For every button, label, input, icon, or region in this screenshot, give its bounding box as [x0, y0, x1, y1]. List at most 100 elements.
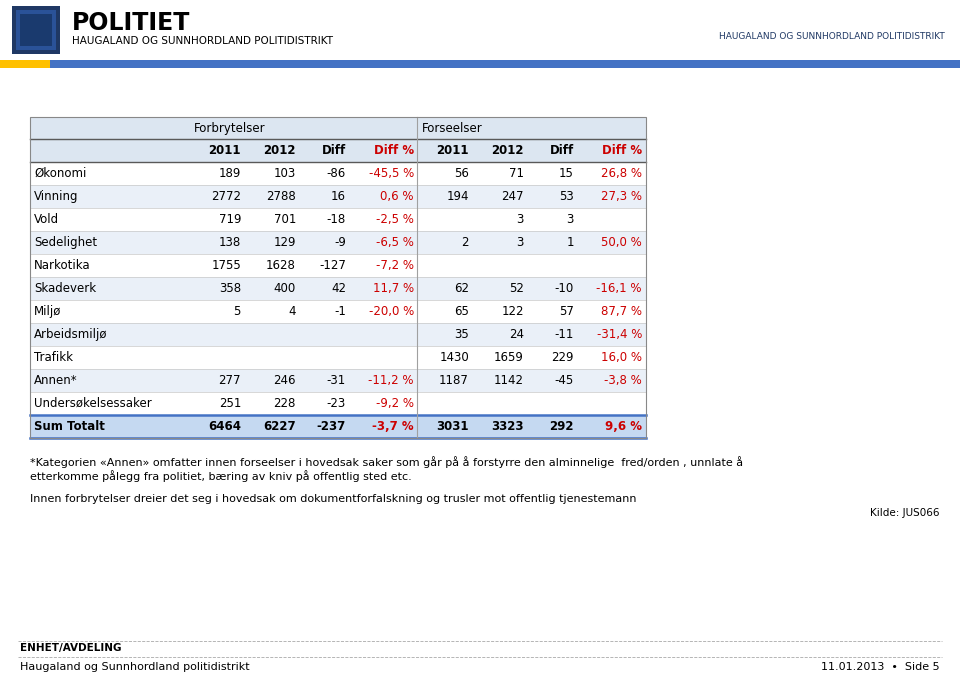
- Text: -11,2 %: -11,2 %: [369, 374, 414, 387]
- Text: 3: 3: [516, 236, 524, 249]
- Text: HAUGALAND OG SUNNHORDLAND POLITIDISTRIKT: HAUGALAND OG SUNNHORDLAND POLITIDISTRIKT: [72, 36, 333, 46]
- Bar: [30, 208, 646, 231]
- Text: Vinning: Vinning: [34, 190, 79, 203]
- Text: Sedelighet: Sedelighet: [34, 236, 97, 249]
- Text: Arbeidsmiljø: Arbeidsmiljø: [34, 328, 108, 341]
- Text: 11,7 %: 11,7 %: [372, 282, 414, 295]
- Bar: [30, 277, 646, 300]
- Text: 103: 103: [274, 167, 296, 180]
- Text: 1659: 1659: [494, 351, 524, 364]
- Text: *Kategorien «Annen» omfatter innen forseelser i hovedsak saker som går på å fors: *Kategorien «Annen» omfatter innen forse…: [30, 456, 743, 468]
- Text: Trafikk: Trafikk: [34, 351, 73, 364]
- Text: 719: 719: [219, 213, 241, 226]
- Text: 277: 277: [219, 374, 241, 387]
- Bar: [30, 392, 646, 415]
- Bar: [30, 415, 646, 438]
- Text: -127: -127: [319, 259, 346, 272]
- Text: 251: 251: [219, 397, 241, 410]
- Text: -10: -10: [555, 282, 574, 295]
- Text: 1430: 1430: [440, 351, 469, 364]
- Text: -86: -86: [326, 167, 346, 180]
- Text: -23: -23: [326, 397, 346, 410]
- Bar: [0, 0, 960, 61]
- Text: 2: 2: [462, 236, 469, 249]
- Text: 2012: 2012: [263, 144, 296, 157]
- Text: 62: 62: [454, 282, 469, 295]
- Text: 27,3 %: 27,3 %: [601, 190, 642, 203]
- Text: 3031: 3031: [437, 420, 469, 433]
- Text: 1628: 1628: [266, 259, 296, 272]
- Text: 1187: 1187: [439, 374, 469, 387]
- Text: -9,2 %: -9,2 %: [376, 397, 414, 410]
- Text: 247: 247: [501, 190, 524, 203]
- Bar: [30, 185, 646, 208]
- Text: Kilde: JUS066: Kilde: JUS066: [871, 508, 940, 518]
- Text: 5: 5: [233, 305, 241, 318]
- Bar: [16, 10, 56, 50]
- Text: Haugaland og Sunnhordland politidistrikt: Haugaland og Sunnhordland politidistrikt: [20, 662, 250, 672]
- Text: 701: 701: [274, 213, 296, 226]
- Bar: [30, 346, 646, 369]
- Text: 4: 4: [289, 305, 296, 318]
- Text: Skadeverk: Skadeverk: [34, 282, 96, 295]
- Bar: [30, 162, 646, 185]
- Text: 0,6 %: 0,6 %: [380, 190, 414, 203]
- Bar: [20, 14, 52, 46]
- Text: 26,8 %: 26,8 %: [601, 167, 642, 180]
- Text: -3,8 %: -3,8 %: [604, 374, 642, 387]
- Text: POLITIET: POLITIET: [72, 11, 190, 35]
- Bar: [50, 60, 960, 68]
- Text: 2011: 2011: [208, 144, 241, 157]
- Text: Sum Totalt: Sum Totalt: [34, 420, 105, 433]
- Bar: [30, 300, 646, 323]
- Bar: [30, 323, 646, 346]
- Text: -2,5 %: -2,5 %: [376, 213, 414, 226]
- Text: 57: 57: [559, 305, 574, 318]
- Text: Forbrytelser: Forbrytelser: [194, 122, 266, 135]
- Text: 15: 15: [559, 167, 574, 180]
- Text: 228: 228: [274, 397, 296, 410]
- Text: 16,0 %: 16,0 %: [601, 351, 642, 364]
- Text: Miljø: Miljø: [34, 305, 61, 318]
- Text: -7,2 %: -7,2 %: [376, 259, 414, 272]
- Text: 129: 129: [274, 236, 296, 249]
- Text: Diff: Diff: [322, 144, 346, 157]
- Text: 189: 189: [219, 167, 241, 180]
- Bar: [0, 60, 50, 68]
- Text: -6,5 %: -6,5 %: [376, 236, 414, 249]
- Text: Diff: Diff: [550, 144, 574, 157]
- Text: 9,6 %: 9,6 %: [605, 420, 642, 433]
- Text: 87,7 %: 87,7 %: [601, 305, 642, 318]
- Text: 42: 42: [331, 282, 346, 295]
- Text: -18: -18: [326, 213, 346, 226]
- Text: Narkotika: Narkotika: [34, 259, 90, 272]
- Text: Innen forbrytelser dreier det seg i hovedsak om dokumentforfalskning og trusler : Innen forbrytelser dreier det seg i hove…: [30, 494, 636, 504]
- Text: 194: 194: [446, 190, 469, 203]
- Text: HAUGALAND OG SUNNHORDLAND POLITIDISTRIKT: HAUGALAND OG SUNNHORDLAND POLITIDISTRIKT: [719, 32, 945, 41]
- Bar: [30, 254, 646, 277]
- Text: 292: 292: [549, 420, 574, 433]
- Text: -1: -1: [334, 305, 346, 318]
- Text: Diff %: Diff %: [602, 144, 642, 157]
- Text: 2772: 2772: [211, 190, 241, 203]
- Text: 246: 246: [274, 374, 296, 387]
- Text: 24: 24: [509, 328, 524, 341]
- Text: -45: -45: [555, 374, 574, 387]
- Text: 2788: 2788: [266, 190, 296, 203]
- Text: -45,5 %: -45,5 %: [369, 167, 414, 180]
- Bar: [30, 117, 646, 139]
- Text: Økonomi: Økonomi: [34, 167, 86, 180]
- Bar: [12, 6, 60, 54]
- Text: -31,4 %: -31,4 %: [596, 328, 642, 341]
- Text: Diff %: Diff %: [373, 144, 414, 157]
- Bar: [30, 139, 646, 162]
- Text: 3: 3: [516, 213, 524, 226]
- Text: -9: -9: [334, 236, 346, 249]
- Text: Annen*: Annen*: [34, 374, 78, 387]
- Text: -11: -11: [555, 328, 574, 341]
- Text: 6464: 6464: [208, 420, 241, 433]
- Bar: [30, 231, 646, 254]
- Text: ENHET/AVDELING: ENHET/AVDELING: [20, 643, 122, 653]
- Text: 3: 3: [566, 213, 574, 226]
- Text: 358: 358: [219, 282, 241, 295]
